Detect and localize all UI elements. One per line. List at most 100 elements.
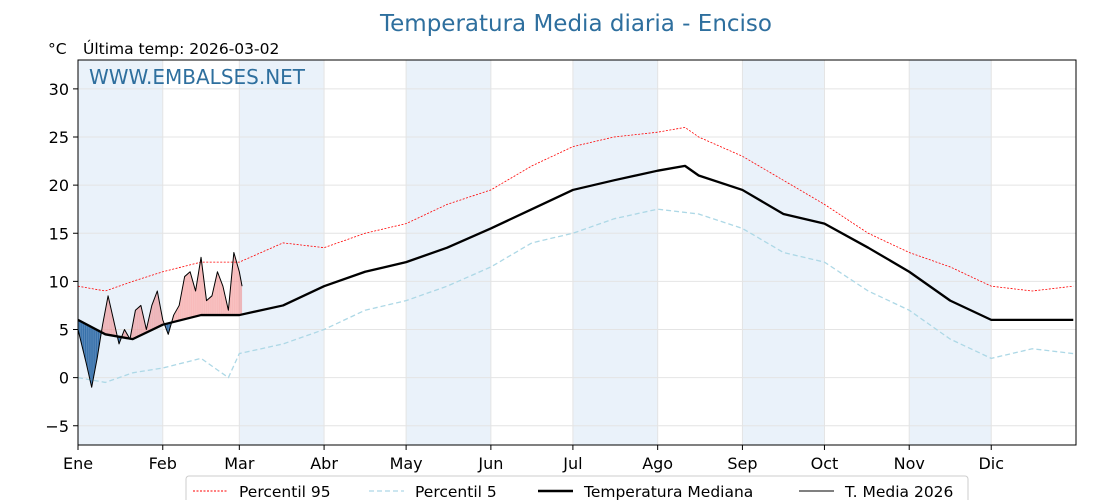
cold-anomaly-fill <box>83 322 85 355</box>
warm-anomaly-fill <box>135 309 137 338</box>
warm-anomaly-fill <box>196 282 197 317</box>
cold-anomaly-fill <box>95 329 97 366</box>
warm-anomaly-fill <box>237 266 239 316</box>
month-band-0 <box>78 60 163 445</box>
warm-anomaly-fill <box>232 259 234 316</box>
series-line-current <box>77 252 243 388</box>
warm-anomaly-fill <box>156 291 158 328</box>
warm-anomaly-fill <box>174 312 176 322</box>
warm-anomaly-fill <box>186 274 187 319</box>
month-band-4 <box>406 60 491 445</box>
x-tick-label: Oct <box>811 454 839 473</box>
warm-anomaly-fill <box>218 275 220 316</box>
cold-anomaly-fill <box>95 328 96 370</box>
warm-anomaly-fill <box>199 261 201 316</box>
warm-anomaly-fill <box>183 276 185 320</box>
x-tick-label: Jul <box>562 454 582 473</box>
warm-anomaly-fill <box>178 305 180 321</box>
legend-label-p5: Percentil 5 <box>415 483 497 500</box>
warm-anomaly-fill <box>134 313 135 339</box>
warm-anomaly-fill <box>137 307 139 337</box>
warm-anomaly-fill <box>203 273 204 316</box>
warm-anomaly-fill <box>110 307 112 336</box>
watermark: WWW.EMBALSES.NET <box>89 65 306 89</box>
warm-anomaly-fill <box>215 277 217 316</box>
warm-anomaly-fill <box>110 304 111 336</box>
warm-anomaly-fill <box>159 301 161 327</box>
warm-anomaly-fill <box>206 300 208 316</box>
warm-anomaly-fill <box>155 294 156 329</box>
x-tick-label: Dic <box>978 454 1004 473</box>
series-lines <box>77 126 1074 388</box>
warm-anomaly-fill <box>187 273 189 319</box>
warm-anomaly-fill <box>235 257 236 316</box>
warm-anomaly-fill <box>112 313 113 336</box>
warm-anomaly-fill <box>214 283 215 316</box>
warm-anomaly-fill <box>198 269 199 316</box>
warm-anomaly-fill <box>191 276 193 318</box>
warm-anomaly-fill <box>182 283 184 320</box>
warm-anomaly-fill <box>194 288 196 317</box>
cold-anomaly-fill <box>88 325 89 376</box>
warm-anomaly-fill <box>221 282 223 316</box>
warm-anomaly-fill <box>207 298 209 316</box>
warm-anomaly-fill <box>179 298 181 321</box>
warm-anomaly-fill <box>218 273 219 316</box>
warm-anomaly-fill <box>216 271 218 316</box>
cold-anomaly-fill <box>80 320 81 341</box>
warm-anomaly-fill <box>222 284 223 316</box>
series-line-p95 <box>77 126 1074 292</box>
x-tick-label: Ene <box>63 454 93 473</box>
chart-title: Temperatura Media diaria - Enciso <box>379 11 772 37</box>
warm-anomaly-fill <box>175 310 177 322</box>
cold-anomaly-fill <box>87 324 89 373</box>
cold-anomaly-fill <box>90 326 92 388</box>
warm-anomaly-fill <box>104 310 106 335</box>
grid-lines <box>77 60 1076 445</box>
warm-anomaly-fill <box>209 297 210 316</box>
warm-anomaly-fill <box>236 262 238 316</box>
cold-anomaly-fill <box>93 328 95 377</box>
x-tick-label: Sep <box>727 454 757 473</box>
warm-anomaly-fill <box>106 299 108 335</box>
plot-frame <box>77 59 1077 446</box>
warm-anomaly-fill <box>105 306 107 335</box>
cold-anomaly-fill <box>93 327 94 381</box>
warm-anomaly-fill <box>181 287 183 320</box>
warm-anomaly-fill <box>200 257 202 316</box>
warm-anomaly-fill <box>197 274 199 316</box>
warm-anomaly-fill <box>112 316 114 336</box>
x-tick-label: Ago <box>642 454 673 473</box>
warm-anomaly-fill <box>153 298 155 329</box>
warm-anomaly-fill <box>142 314 144 335</box>
cold-anomaly-fill <box>84 323 85 358</box>
series-line-median <box>77 164 1074 341</box>
warm-anomaly-fill <box>151 305 152 331</box>
month-band-6 <box>572 60 658 445</box>
warm-anomaly-fill <box>157 294 159 327</box>
x-tick-label: May <box>390 454 423 473</box>
cold-anomaly-fill <box>81 321 83 347</box>
warm-anomaly-fill <box>106 303 107 335</box>
y-tick-label: 10 <box>49 272 69 291</box>
warm-anomaly-fill <box>240 275 241 315</box>
series-line-p5 <box>77 208 1074 384</box>
warm-anomaly-fill <box>149 311 151 331</box>
warm-anomaly-fill <box>155 292 157 328</box>
warm-anomaly-fill <box>224 292 225 316</box>
warm-anomaly-fill <box>185 275 187 320</box>
warm-anomaly-fill <box>239 271 241 316</box>
warm-anomaly-fill <box>179 301 180 321</box>
warm-anomaly-fill <box>192 281 194 318</box>
cold-anomaly-fill <box>91 327 93 388</box>
warm-anomaly-fill <box>196 278 198 317</box>
warm-anomaly-fill <box>241 282 243 315</box>
warm-anomaly-fill <box>108 295 109 335</box>
warm-anomaly-fill <box>124 329 126 338</box>
x-tick-label: Nov <box>894 454 925 473</box>
month-band-2 <box>239 60 325 445</box>
warm-anomaly-fill <box>154 296 156 329</box>
cold-anomaly-fill <box>80 321 82 344</box>
y-tick-label: 5 <box>59 321 69 340</box>
